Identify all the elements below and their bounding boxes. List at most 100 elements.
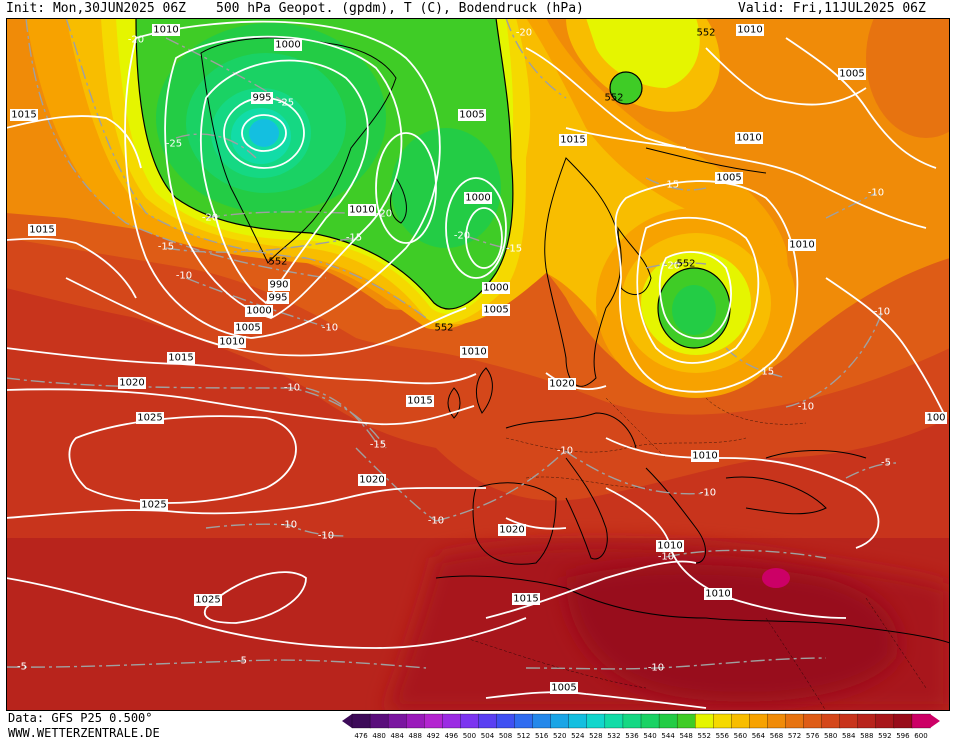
colorbar-tick-label: 588 bbox=[860, 732, 873, 740]
isobar-label: 1020 bbox=[358, 474, 386, 486]
colorbar-swatch bbox=[387, 713, 407, 729]
isotherm-label: -5 bbox=[17, 662, 27, 673]
isobar-label-text: 1005 bbox=[235, 323, 260, 334]
colorbar-tick-label: 500 bbox=[463, 732, 476, 740]
geopotential-labels: 552 552 552 552 552 bbox=[268, 28, 715, 334]
isobar-label: 1000 bbox=[482, 282, 510, 294]
colorbar-tick-label: 552 bbox=[698, 732, 711, 740]
isotherm-label: -5 bbox=[237, 656, 247, 667]
isobar-label: 1020 bbox=[498, 524, 526, 536]
isobar-label-text: 1010 bbox=[736, 133, 761, 144]
isobar-label: 1025 bbox=[140, 499, 168, 511]
isobar-label-text: 1015 bbox=[407, 396, 432, 407]
colorbar-swatch bbox=[875, 713, 895, 729]
isobar-label-text: 1005 bbox=[459, 110, 484, 121]
isobar-label: 100 bbox=[925, 412, 947, 424]
isotherm-label: -20 bbox=[516, 28, 532, 39]
isotherm-label-text: -10 bbox=[284, 383, 300, 394]
colorbar-swatch bbox=[821, 713, 841, 729]
isobar-label: 1015 bbox=[559, 134, 587, 146]
colorbar-swatch bbox=[749, 713, 769, 729]
isotherm-label: -10 bbox=[868, 188, 884, 199]
isobar-label-text: 1010 bbox=[153, 25, 178, 36]
website-credit: WWW.WETTERZENTRALE.DE bbox=[8, 726, 160, 740]
colorbar-tick-label: 580 bbox=[824, 732, 837, 740]
isobar-label: 1000 bbox=[274, 39, 302, 51]
isobar-label-text: 1015 bbox=[11, 110, 36, 121]
colorbar-swatch bbox=[532, 713, 552, 729]
isotherm-label: -20 bbox=[376, 209, 392, 220]
isobar-label-text: 1020 bbox=[359, 475, 384, 486]
weather-map: 1010 1000 995 1015 1005 1000 1010 1015 990 995 100… bbox=[6, 18, 950, 711]
isobar-label-text: 1000 bbox=[275, 40, 300, 51]
isotherm-label-text: -10 bbox=[176, 271, 192, 282]
isobar-label: 1005 bbox=[838, 68, 866, 80]
isotherm-label-text: -10 bbox=[874, 307, 890, 318]
colorbar-arrow-right bbox=[930, 714, 940, 728]
colorbar-tick-label: 512 bbox=[517, 732, 530, 740]
isobar-label-box bbox=[10, 109, 38, 121]
isobar-label-box bbox=[482, 304, 510, 316]
isobar-label: 1000 bbox=[245, 305, 273, 317]
isobar-label-text: 1000 bbox=[246, 306, 271, 317]
colorbar-tick-label: 532 bbox=[607, 732, 620, 740]
isobar-label: 995 bbox=[267, 292, 289, 304]
colorbar-tick-label: 548 bbox=[679, 732, 692, 740]
colorbar-arrow-left bbox=[342, 714, 352, 728]
isobar-label-box bbox=[274, 39, 302, 51]
geopotential-label: 552 bbox=[604, 93, 623, 104]
isobar-label: 1005 bbox=[550, 682, 578, 694]
isobar-label-text: 1015 bbox=[560, 135, 585, 146]
colorbar-swatch bbox=[658, 713, 678, 729]
isobar-label-box bbox=[656, 540, 684, 552]
isotherm-label-text: -20 bbox=[516, 28, 532, 39]
colorbar-swatch bbox=[424, 713, 443, 729]
isobar-label-text: 1010 bbox=[737, 25, 762, 36]
isobar-label-text: 1010 bbox=[349, 205, 374, 216]
colorbar-tick-label: 492 bbox=[427, 732, 440, 740]
isobar-label: 1005 bbox=[458, 109, 486, 121]
isotherm-label: -20 bbox=[664, 261, 680, 272]
isobar-label-box bbox=[925, 412, 947, 424]
isobar-label: 1020 bbox=[118, 377, 146, 389]
geopotential-label-text: 552 bbox=[676, 259, 695, 270]
isotherm-label: -10 bbox=[428, 516, 444, 527]
data-source: Data: GFS P25 0.500° bbox=[8, 711, 153, 725]
isobar-label-text: 1010 bbox=[461, 347, 486, 358]
isotherm-label: -15 bbox=[758, 367, 774, 378]
isobar-label-box bbox=[464, 192, 492, 204]
colorbar: 476 480 484 488 492 496 500 504 508 512 516 520 524 5… bbox=[342, 713, 940, 740]
geopotential-label-text: 552 bbox=[696, 28, 715, 39]
isobar-label: 1005 bbox=[482, 304, 510, 316]
isotherm-label: -25 bbox=[278, 98, 294, 109]
colorbar-swatch bbox=[767, 713, 787, 729]
isobar-label-box bbox=[245, 305, 273, 317]
isobar-label-text: 1010 bbox=[789, 240, 814, 251]
isotherm-label-text: -10 bbox=[428, 516, 444, 527]
isobar-label: 1010 bbox=[152, 24, 180, 36]
colorbar-tick-label: 592 bbox=[878, 732, 891, 740]
isobar-label-text: 1005 bbox=[483, 305, 508, 316]
isotherm-label: -10 bbox=[557, 446, 573, 457]
colorbar-swatch bbox=[586, 713, 606, 729]
isobar-label: 1015 bbox=[28, 224, 56, 236]
isobar-label-box bbox=[358, 474, 386, 486]
pressure-isobars bbox=[6, 20, 947, 709]
isobar-label: 1025 bbox=[194, 594, 222, 606]
colorbar-tick-label: 600 bbox=[914, 732, 927, 740]
geopotential-label-text: 552 bbox=[434, 323, 453, 334]
colorbar-tick-label: 516 bbox=[535, 732, 549, 740]
isotherm-label-text: -20 bbox=[664, 261, 680, 272]
isobar-label-box bbox=[460, 346, 488, 358]
isobar-label-box bbox=[838, 68, 866, 80]
colorbar-tick-label: 488 bbox=[409, 732, 422, 740]
map-frame bbox=[6, 18, 950, 711]
isotherm-label-text: -15 bbox=[758, 367, 774, 378]
colorbar-tick-label: 568 bbox=[770, 732, 783, 740]
isobar-label-text: 1005 bbox=[716, 173, 741, 184]
isotherm-label-text: -20 bbox=[202, 213, 218, 224]
isobar-label: 1005 bbox=[715, 172, 743, 184]
colorbar-swatch bbox=[478, 713, 498, 729]
isobar-label-text: 1010 bbox=[219, 337, 244, 348]
isotherm-label: -20 bbox=[128, 35, 144, 46]
